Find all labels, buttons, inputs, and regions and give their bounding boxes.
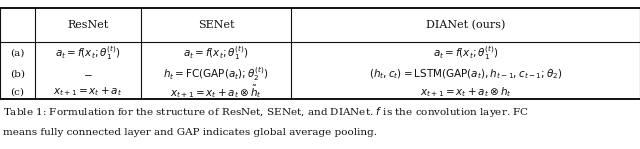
Text: $x_{t+1} = x_t + a_t$: $x_{t+1} = x_t + a_t$ — [53, 85, 123, 98]
Text: $a_t = f(x_t; \theta_1^{(t)})$: $a_t = f(x_t; \theta_1^{(t)})$ — [55, 44, 121, 62]
Text: means fully connected layer and GAP indicates global average pooling.: means fully connected layer and GAP indi… — [3, 128, 377, 137]
Text: DIANet (ours): DIANet (ours) — [426, 20, 506, 31]
Text: (c): (c) — [11, 87, 24, 96]
Text: $h_t = \mathrm{FC}(\mathrm{GAP}(a_t); \theta_2^{(t)})$: $h_t = \mathrm{FC}(\mathrm{GAP}(a_t); \t… — [163, 65, 269, 83]
Text: Table 1: Formulation for the structure of ResNet, SENet, and DIANet. $f$ is the : Table 1: Formulation for the structure o… — [3, 105, 529, 119]
Text: $x_{t+1} = x_t + a_t \otimes \tilde{h}_t$: $x_{t+1} = x_t + a_t \otimes \tilde{h}_t… — [170, 83, 262, 100]
Text: $-$: $-$ — [83, 69, 93, 79]
Text: $(h_t, c_t) = \mathrm{LSTM}(\mathrm{GAP}(a_t), h_{t-1}, c_{t-1}; \theta_2)$: $(h_t, c_t) = \mathrm{LSTM}(\mathrm{GAP}… — [369, 67, 563, 81]
Text: $a_t = f(x_t; \theta_1^{(t)})$: $a_t = f(x_t; \theta_1^{(t)})$ — [183, 44, 249, 62]
Text: $x_{t+1} = x_t + a_t \otimes h_t$: $x_{t+1} = x_t + a_t \otimes h_t$ — [420, 85, 511, 98]
Text: $a_t = f(x_t; \theta_1^{(t)})$: $a_t = f(x_t; \theta_1^{(t)})$ — [433, 44, 499, 62]
Text: (a): (a) — [10, 48, 25, 57]
Text: (b): (b) — [10, 69, 25, 78]
Text: SENet: SENet — [198, 20, 234, 30]
Text: ResNet: ResNet — [67, 20, 109, 30]
